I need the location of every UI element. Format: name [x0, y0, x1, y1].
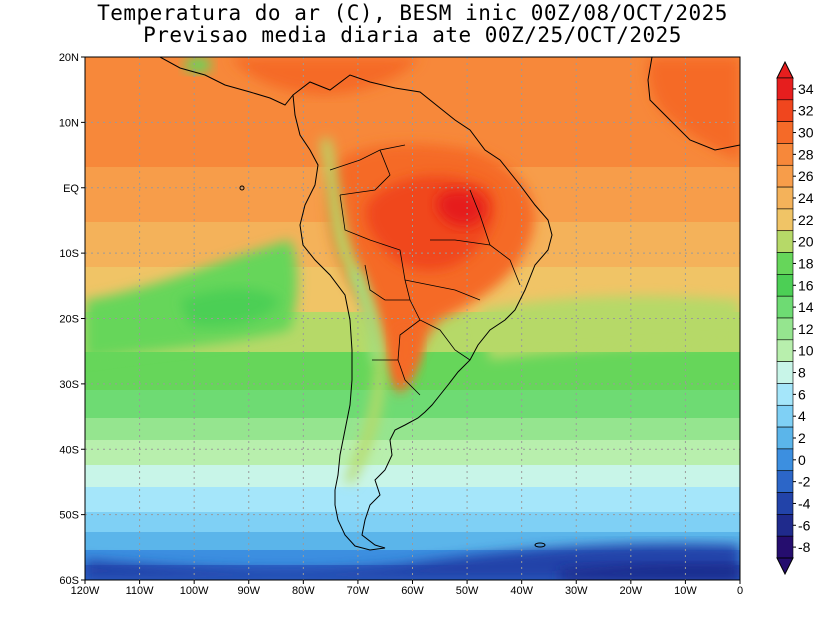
colorbar-label: 2 [798, 430, 806, 446]
colorbar-segment [776, 164, 794, 188]
warm-region-chaco [391, 326, 421, 386]
africa-warm [647, 57, 740, 160]
x-tick-label: 80W [292, 585, 315, 597]
colorbar-segment [776, 426, 794, 450]
y-tick-label: 20N [59, 52, 79, 64]
y-tick-label: 40S [59, 444, 79, 456]
central-america-coastline [159, 57, 294, 106]
y-tick-label: 60S [59, 575, 79, 587]
central-america-cool [184, 57, 212, 73]
x-tick-label: 40W [510, 585, 533, 597]
colorbar-label: 4 [798, 408, 806, 424]
colorbar-label: -4 [798, 495, 811, 511]
x-tick-label: 70W [347, 585, 370, 597]
x-tick-label: 100W [180, 585, 209, 597]
colorbar-label: 24 [798, 190, 814, 206]
figure-title: Temperatura do ar (C), BESM inic 00Z/08/… [0, 2, 825, 46]
colorbar-segment [776, 295, 794, 319]
colorbar-segment [776, 208, 794, 232]
colorbar-label: 6 [798, 386, 806, 402]
colorbar-segment [776, 252, 794, 275]
colorbar-label: -8 [798, 539, 811, 555]
x-tick-label: 110W [126, 585, 155, 597]
andes-cool-stripe [320, 138, 385, 484]
africa-coastline [647, 57, 740, 151]
colorbar-label: 14 [798, 299, 814, 315]
x-tick-label: 120W [71, 585, 100, 597]
x-axis: 120W 110W 100W 90W 80W 70W 60W 50W 40W 30W 20W 10W 0 [71, 580, 743, 597]
band-12 [85, 440, 740, 465]
colorbar-label: 16 [798, 277, 814, 293]
colorbar-label: 30 [798, 125, 814, 141]
southern-cold-6 [560, 563, 740, 580]
band-4 [85, 532, 740, 550]
band-10 [85, 465, 740, 487]
x-tick-label: 20W [620, 585, 643, 597]
colorbar-label: 34 [798, 81, 814, 97]
y-tick-label: EQ [63, 183, 79, 195]
colorbar-segment [776, 383, 794, 406]
colorbar-segment [776, 121, 794, 144]
colorbar-segment [776, 317, 794, 341]
colorbar-segment [776, 448, 794, 472]
colorbar-segment [776, 404, 794, 428]
grid-lines [85, 57, 740, 580]
x-tick-label: 0 [737, 585, 743, 597]
y-tick-label: 10N [59, 117, 79, 129]
x-tick-label: 50W [456, 585, 479, 597]
colorbar-segment [776, 470, 794, 493]
colorbar-label: -6 [798, 517, 811, 533]
falklands-outline [534, 542, 546, 548]
galapagos-outline [239, 185, 245, 191]
colorbar-label: 26 [798, 168, 814, 184]
country-borders [329, 144, 521, 396]
colorbar-label: 8 [798, 365, 806, 381]
coastlines-borders [159, 57, 740, 551]
colorbar-label: 22 [798, 212, 814, 228]
pacific-cool-core [180, 288, 280, 327]
colorbar-label: 32 [798, 103, 814, 119]
colorbar-segment [776, 77, 794, 101]
colorbar-segment [776, 186, 794, 210]
colorbar-segment [776, 230, 794, 253]
colorbar-segment [776, 514, 794, 537]
y-tick-label: 20S [59, 314, 79, 326]
y-tick-label: 50S [59, 510, 79, 522]
colorbar-segment [776, 361, 794, 384]
colorbar-label: 20 [798, 234, 814, 250]
colorbar-label: 10 [798, 343, 814, 359]
colorbar-max-arrow [776, 60, 794, 79]
colorbar-label: 18 [798, 255, 814, 271]
colorbar-segment [776, 99, 794, 122]
title-line-1: Temperatura do ar (C), BESM inic 00Z/08/… [97, 1, 728, 25]
colorbar-label: 12 [798, 321, 814, 337]
x-tick-label: 10W [674, 585, 697, 597]
title-line-2: Previsao media diaria ate 00Z/25/OCT/202… [143, 23, 682, 47]
altiplano-cool [350, 270, 380, 360]
colorbar-min-arrow [776, 557, 794, 576]
y-tick-label: 10S [59, 248, 79, 260]
colorbar-label: 0 [798, 452, 806, 468]
caribbean-warm [230, 57, 420, 95]
south-america-coastline [292, 74, 553, 551]
colorbar-label: -2 [798, 474, 811, 490]
colorbar-label: 28 [798, 146, 814, 162]
colorbar-segment [776, 143, 794, 166]
colorbar-segment [776, 274, 794, 297]
x-tick-label: 60W [401, 585, 424, 597]
colorbar-segment [776, 339, 794, 362]
colorbar-segment [776, 492, 794, 515]
colorbar-segment [776, 535, 794, 559]
x-tick-label: 30W [565, 585, 588, 597]
atlantic-green-edge [480, 295, 740, 360]
x-tick-label: 90W [237, 585, 260, 597]
y-tick-label: 30S [59, 379, 79, 391]
y-axis: 20N 10N EQ 10S 20S 30S 40S 50S 60S [59, 52, 85, 587]
